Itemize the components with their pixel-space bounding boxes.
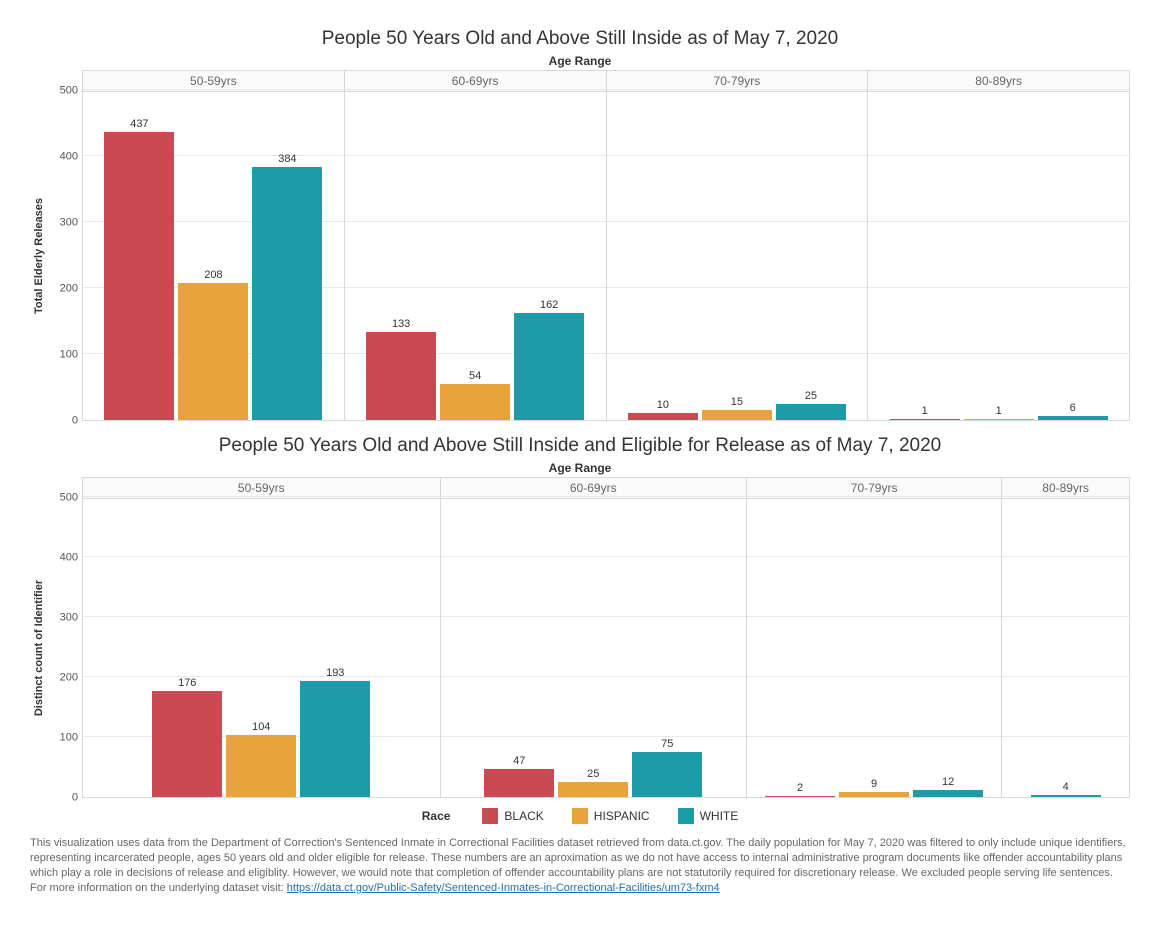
chart1-panel-headers: 50-59yrs60-69yrs70-79yrs80-89yrs <box>82 70 1130 91</box>
bar-white: 162 <box>514 313 584 420</box>
bar-value-label: 25 <box>805 390 817 402</box>
bar-value-label: 54 <box>469 370 481 382</box>
legend-label: WHITE <box>700 809 739 823</box>
bar-hispanic: 1 <box>964 419 1034 420</box>
y-tick: 0 <box>72 416 78 427</box>
bar-hispanic: 15 <box>702 410 772 420</box>
bar-hispanic: 104 <box>226 735 296 797</box>
bar-value-label: 10 <box>657 399 669 411</box>
bar-white: 384 <box>252 167 322 420</box>
race-legend: Race BLACK HISPANIC WHITE <box>30 808 1130 824</box>
bar-value-label: 1 <box>996 405 1002 417</box>
y-tick: 100 <box>60 350 78 361</box>
bar-hispanic: 25 <box>558 782 628 797</box>
bar-hispanic: 208 <box>178 283 248 420</box>
panel-header: 50-59yrs <box>82 478 440 498</box>
bar-black: 2 <box>765 796 835 797</box>
bar-white: 6 <box>1038 416 1108 420</box>
chart1-plot: Total Elderly Releases 0100200300400500 … <box>30 91 1130 421</box>
y-tick: 200 <box>60 284 78 295</box>
bar-value-label: 176 <box>178 677 196 689</box>
legend-item-hispanic: HISPANIC <box>572 808 650 824</box>
y-tick: 100 <box>60 733 78 744</box>
bar-value-label: 25 <box>587 768 599 780</box>
bar-value-label: 15 <box>731 396 743 408</box>
y-tick: 300 <box>60 613 78 624</box>
bar-value-label: 437 <box>130 118 148 130</box>
legend-swatch <box>678 808 694 824</box>
bar-white: 193 <box>300 681 370 797</box>
chart1-title: People 50 Years Old and Above Still Insi… <box>30 28 1130 50</box>
bar-value-label: 104 <box>252 721 270 733</box>
legend-swatch <box>482 808 498 824</box>
chart2-plot: Distinct count of Identifier 01002003004… <box>30 498 1130 798</box>
chart-panel: 2 9 12 <box>746 499 1001 797</box>
bar-value-label: 4 <box>1063 781 1069 793</box>
chart-panel: 1 1 6 <box>867 92 1129 420</box>
chart-panel: 13354162 <box>344 92 606 420</box>
chart-panel: 4 <box>1001 499 1129 797</box>
bar-white: 75 <box>632 752 702 797</box>
chart2-panel-headers: 50-59yrs60-69yrs70-79yrs80-89yrs <box>82 477 1130 498</box>
legend-swatch <box>572 808 588 824</box>
chart2-panels: 17610419347257529124 <box>82 498 1130 798</box>
bar-hispanic: 9 <box>839 792 909 797</box>
bar-black: 176 <box>152 691 222 797</box>
y-tick: 200 <box>60 673 78 684</box>
chart1-panels: 43720838413354162101525116 <box>82 91 1130 421</box>
bar-black: 1 <box>890 419 960 420</box>
footer-link[interactable]: https://data.ct.gov/Public-Safety/Senten… <box>287 882 720 894</box>
chart-panel: 10 15 25 <box>606 92 868 420</box>
y-tick: 400 <box>60 553 78 564</box>
bar-value-label: 75 <box>661 738 673 750</box>
panel-header: 80-89yrs <box>1001 478 1129 498</box>
bar-value-label: 193 <box>326 667 344 679</box>
panel-header: 60-69yrs <box>440 478 746 498</box>
bar-value-label: 133 <box>392 318 410 330</box>
bar-value-label: 208 <box>204 269 222 281</box>
bar-value-label: 384 <box>278 153 296 165</box>
panel-header: 50-59yrs <box>82 71 344 91</box>
panel-header: 70-79yrs <box>606 71 868 91</box>
chart1-y-ticks: 0100200300400500 <box>48 91 82 421</box>
panel-header: 80-89yrs <box>867 71 1129 91</box>
chart2-axis-title: Age Range <box>30 461 1130 475</box>
legend-item-black: BLACK <box>482 808 543 824</box>
y-tick: 0 <box>72 793 78 804</box>
legend-title: Race <box>422 809 451 823</box>
chart-panel: 437208384 <box>82 92 344 420</box>
bar-value-label: 12 <box>942 776 954 788</box>
bar-black: 47 <box>484 769 554 797</box>
chart1-axis-title: Age Range <box>30 54 1130 68</box>
panel-header: 60-69yrs <box>344 71 606 91</box>
chart-panel: 176104193 <box>82 499 440 797</box>
bar-value-label: 9 <box>871 778 877 790</box>
panel-header: 70-79yrs <box>746 478 1001 498</box>
legend-label: HISPANIC <box>594 809 650 823</box>
chart1-y-label: Total Elderly Releases <box>33 198 45 314</box>
bar-white: 25 <box>776 404 846 421</box>
bar-value-label: 2 <box>797 782 803 794</box>
y-tick: 500 <box>60 493 78 504</box>
legend-item-white: WHITE <box>678 808 739 824</box>
bar-value-label: 47 <box>513 755 525 767</box>
bar-white: 4 <box>1031 795 1101 797</box>
bar-value-label: 6 <box>1070 402 1076 414</box>
chart2-title: People 50 Years Old and Above Still Insi… <box>30 435 1130 457</box>
bar-hispanic: 54 <box>440 384 510 420</box>
legend-label: BLACK <box>504 809 543 823</box>
bar-value-label: 1 <box>922 405 928 417</box>
bar-black: 133 <box>366 332 436 420</box>
chart2-y-label: Distinct count of Identifier <box>33 580 45 716</box>
bar-white: 12 <box>913 790 983 797</box>
y-tick: 400 <box>60 152 78 163</box>
bar-black: 10 <box>628 413 698 420</box>
chart-panel: 47 25 75 <box>440 499 746 797</box>
y-tick: 300 <box>60 218 78 229</box>
chart2-y-ticks: 0100200300400500 <box>48 498 82 798</box>
bar-value-label: 162 <box>540 299 558 311</box>
bar-black: 437 <box>104 132 174 420</box>
y-tick: 500 <box>60 86 78 97</box>
footer-note: This visualization uses data from the De… <box>30 836 1130 895</box>
